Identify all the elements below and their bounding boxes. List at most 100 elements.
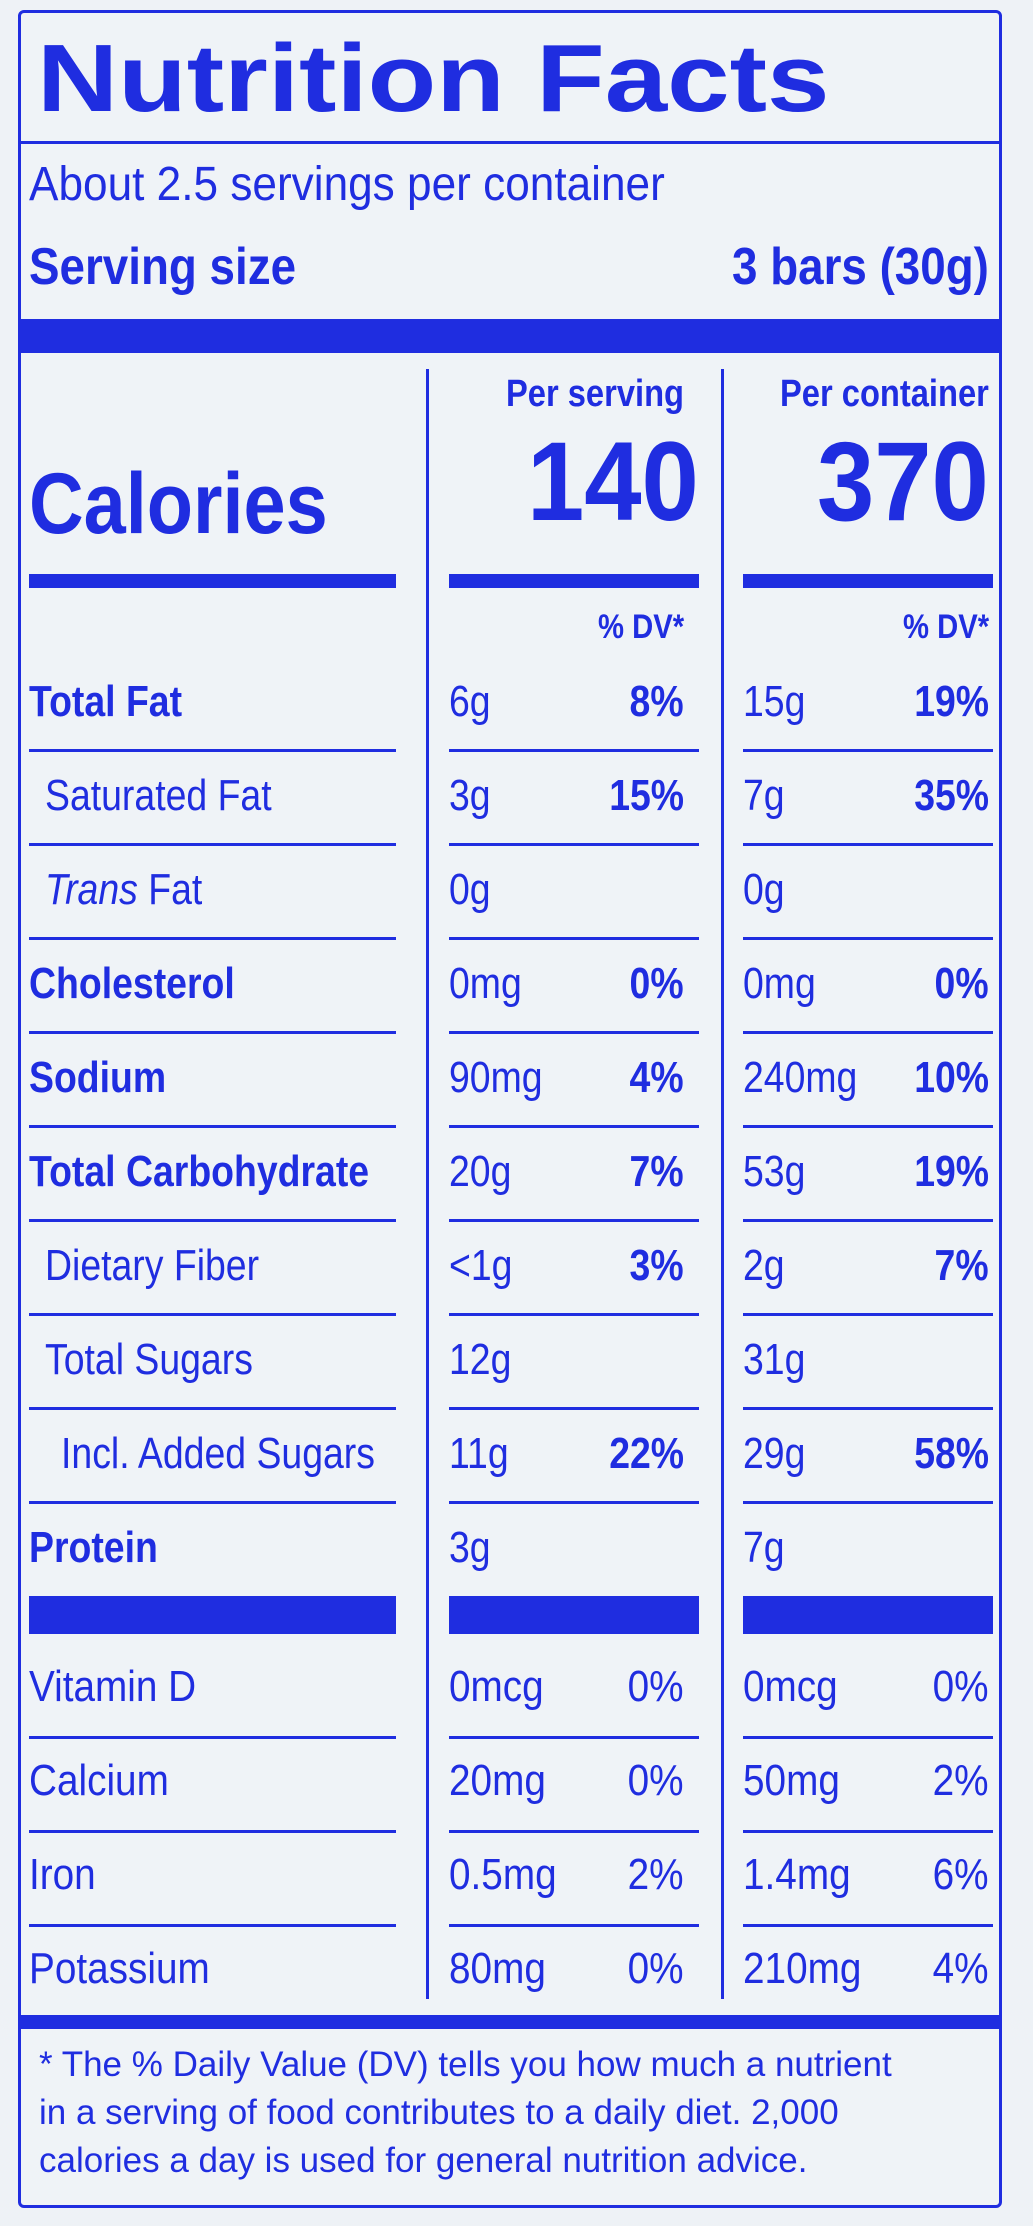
calories-label: Calories [29, 456, 328, 552]
row-separator [449, 1407, 699, 1410]
container-amount: 0g [743, 865, 785, 914]
row-separator [29, 937, 396, 940]
nutrient-name: Cholesterol [29, 959, 235, 1008]
row-separator [449, 1313, 699, 1316]
nutrient-name-italic-prefix: Trans [45, 865, 138, 914]
footnote-line-1: * The % Daily Value (DV) tells you how m… [39, 2045, 892, 2084]
per-serving-header: Per serving [505, 373, 684, 415]
row-separator [449, 843, 699, 846]
vitamin-serving-amount: 0.5mg [449, 1850, 557, 1899]
container-amount: 7g [743, 1523, 785, 1572]
row-separator [743, 843, 993, 846]
vitamin-name: Potassium [29, 1944, 210, 1993]
serving-amount: 6g [449, 677, 491, 726]
vitamin-container-amount: 1.4mg [743, 1850, 851, 1899]
row-separator [29, 1125, 396, 1128]
calories-per-container: 370 [817, 419, 989, 544]
container-amount: 29g [743, 1429, 806, 1478]
vitamin-container-dv: 0% [933, 1662, 989, 1711]
row-separator [743, 1031, 993, 1034]
vitamin-name: Calcium [29, 1756, 169, 1805]
container-dv: 58% [914, 1429, 989, 1478]
vitamin-name: Vitamin D [29, 1662, 197, 1711]
serving-dv: 0% [629, 959, 684, 1008]
calories-rule-2 [449, 574, 699, 588]
serving-amount: 3g [449, 1523, 491, 1572]
vitamin-container-amount: 50mg [743, 1756, 840, 1805]
column-divider-right [721, 369, 724, 1999]
container-dv: 19% [914, 677, 989, 726]
nutrient-name: Dietary Fiber [45, 1241, 260, 1290]
row-separator [743, 1407, 993, 1410]
vitamin-container-dv: 4% [933, 1944, 989, 1993]
row-separator [29, 1736, 396, 1739]
row-separator [449, 1830, 699, 1833]
row-separator [29, 1313, 396, 1316]
vitamin-container-dv: 6% [933, 1850, 989, 1899]
serving-dv: 8% [629, 677, 684, 726]
serving-amount: 12g [449, 1335, 512, 1384]
container-amount: 7g [743, 771, 785, 820]
row-separator [743, 937, 993, 940]
serving-amount: 20g [449, 1147, 512, 1196]
row-separator [743, 1501, 993, 1504]
container-dv: 10% [914, 1053, 989, 1102]
vitamin-container-dv: 2% [933, 1756, 989, 1805]
vitamin-name: Iron [29, 1850, 96, 1899]
row-separator [449, 1125, 699, 1128]
vitamin-rule-2 [449, 1596, 699, 1634]
footnote-line-2: in a serving of food contributes to a da… [39, 2093, 839, 2132]
row-separator [449, 1031, 699, 1034]
container-amount: 2g [743, 1241, 785, 1290]
row-separator [29, 1219, 396, 1222]
nutrient-name: Saturated Fat [45, 771, 272, 820]
row-separator [449, 1736, 699, 1739]
row-separator [743, 1219, 993, 1222]
row-separator [743, 1736, 993, 1739]
vitamin-serving-dv: 0% [628, 1662, 684, 1711]
serving-dv: 7% [629, 1147, 684, 1196]
nutrient-name-text: Fat [148, 865, 203, 914]
row-separator [29, 843, 396, 846]
vitamin-serving-amount: 0mcg [449, 1662, 544, 1711]
row-separator [449, 937, 699, 940]
serving-size-value: 3 bars (30g) [732, 238, 989, 296]
thick-rule-top [21, 319, 999, 353]
footnote-rule [21, 2015, 999, 2029]
row-separator [743, 749, 993, 752]
row-separator [449, 1924, 699, 1927]
row-separator [743, 1125, 993, 1128]
nutrient-name: Sodium [29, 1053, 167, 1102]
row-separator [29, 1830, 396, 1833]
serving-amount: 0g [449, 865, 491, 914]
container-dv: 35% [914, 771, 989, 820]
nutrient-name: Trans Fat [45, 868, 202, 912]
vitamin-serving-dv: 0% [628, 1756, 684, 1805]
vitamin-serving-amount: 20mg [449, 1756, 546, 1805]
footnote-line-3: calories a day is used for general nutri… [39, 2141, 808, 2180]
container-amount: 31g [743, 1335, 806, 1384]
container-dv: 0% [934, 959, 989, 1008]
row-separator [449, 749, 699, 752]
serving-size-label: Serving size [29, 238, 297, 296]
row-separator [449, 1219, 699, 1222]
row-separator [449, 1501, 699, 1504]
nutrient-name: Protein [29, 1523, 158, 1572]
calories-rule-3 [743, 574, 993, 588]
vitamin-rule-1 [29, 1596, 396, 1634]
row-separator [743, 1924, 993, 1927]
servings-per-container: About 2.5 servings per container [29, 158, 665, 211]
vitamin-serving-dv: 2% [628, 1850, 684, 1899]
serving-amount: <1g [449, 1241, 513, 1290]
per-container-header: Per container [780, 373, 989, 415]
serving-amount: 3g [449, 771, 491, 820]
row-separator [29, 1407, 396, 1410]
nutrient-name: Total Carbohydrate [29, 1147, 370, 1196]
container-amount: 0mg [743, 959, 816, 1008]
container-dv: 19% [914, 1147, 989, 1196]
calories-rule-1 [29, 574, 396, 588]
row-separator [29, 1924, 396, 1927]
vitamin-serving-dv: 0% [628, 1944, 684, 1993]
dv-header-container: % DV* [902, 608, 989, 646]
row-separator [29, 1501, 396, 1504]
